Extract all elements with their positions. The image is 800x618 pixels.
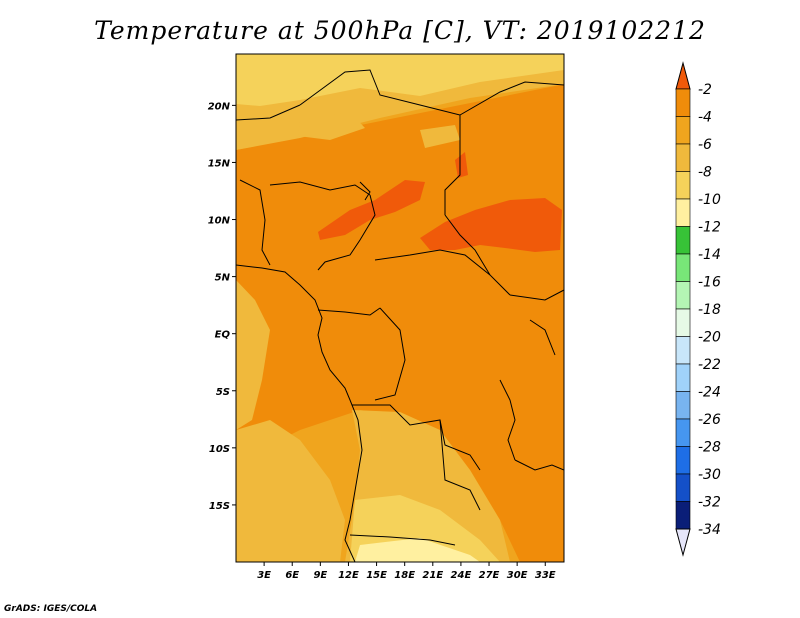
- colorbar-swatch: [675, 501, 691, 530]
- colorbar-label: -16: [698, 275, 721, 291]
- colorbar-label: -10: [698, 192, 721, 208]
- field-hot-patch: [455, 152, 468, 178]
- colorbar-top-arrow: [675, 61, 691, 90]
- border-niger-algeria: [236, 104, 301, 121]
- colorbar-label: -6: [698, 137, 712, 153]
- colorbar-label: -30: [698, 467, 721, 483]
- lon-tick-label: 15E: [366, 570, 387, 581]
- colorbar-label: -32: [698, 495, 721, 511]
- colorbar-label: -4: [698, 110, 712, 126]
- colorbar-swatch: [675, 143, 691, 172]
- colorbar-label: -34: [698, 522, 721, 538]
- border-south-sudan: [509, 289, 564, 301]
- lon-tick-label: 24E: [451, 570, 472, 581]
- border-lake-tanganyika: [499, 379, 516, 461]
- field-hot-sahel-west: [318, 180, 425, 240]
- lat-tick-label: 20N: [208, 101, 231, 112]
- colorbar-swatch: [675, 88, 691, 117]
- border-west-africa: [239, 179, 271, 266]
- colorbar-swatch: [675, 226, 691, 255]
- lat-tick-label: 10S: [209, 444, 230, 455]
- colorbar-label: -28: [698, 440, 721, 456]
- field-cool-patch-1: [298, 112, 365, 140]
- colorbar-swatch: [675, 281, 691, 310]
- lon-tick-label: 9E: [313, 570, 327, 581]
- latitude-ticks: 20N 15N 10N 5N EQ 5S 10S 15S: [208, 101, 236, 512]
- colorbar-swatch: [675, 308, 691, 337]
- colorbar-label: -22: [698, 357, 721, 373]
- lon-tick-label: 27E: [479, 570, 500, 581]
- field-cool-patch-2: [420, 125, 460, 148]
- country-borders: [236, 69, 564, 562]
- border-chad-libya: [459, 81, 564, 116]
- longitude-ticks: 3E 6E 9E 12E 15E 18E 21E 24E 27E 30E 33E: [257, 562, 556, 581]
- lat-tick-label: 10N: [208, 216, 231, 227]
- colorbar: -2 -4 -6 -8 -10 -12 -14 -16 -18 -20 -22 -24 -26 -28 -3…: [675, 61, 721, 557]
- border-uganda-kenya: [529, 319, 556, 356]
- lat-tick-label: 5N: [215, 273, 231, 284]
- lat-tick-label: 15N: [208, 158, 231, 169]
- colorbar-label: -14: [698, 247, 721, 263]
- temperature-field: [236, 54, 564, 562]
- colorbar-label: -26: [698, 412, 721, 428]
- border-tanzania-mozambique: [514, 459, 564, 471]
- field-light-north: [236, 54, 564, 106]
- field-cool-west: [236, 280, 270, 430]
- colorbar-swatch: [675, 116, 691, 145]
- colorbar-swatch: [675, 198, 691, 227]
- colorbar-swatch: [675, 473, 691, 502]
- colorbar-label: -20: [698, 330, 721, 346]
- field-lightest-south: [355, 538, 480, 562]
- colorbar-swatch: [675, 253, 691, 282]
- border-cameroon-gabon: [317, 307, 381, 316]
- map-frame: [235, 53, 565, 563]
- colorbar-swatch: [675, 391, 691, 420]
- border-coastline-west: [236, 264, 363, 562]
- colorbar-label: -24: [698, 385, 721, 401]
- lon-tick-label: 30E: [507, 570, 528, 581]
- lon-tick-label: 3E: [257, 570, 271, 581]
- field-cool-sw: [236, 420, 345, 562]
- border-nigeria-niger: [269, 181, 371, 196]
- border-congo-drc: [374, 307, 406, 401]
- lon-tick-label: 18E: [394, 570, 415, 581]
- lon-tick-label: 12E: [338, 570, 359, 581]
- colorbar-swatch: [675, 336, 691, 365]
- grads-credit: GrADS: IGES/COLA: [4, 604, 98, 614]
- border-angola-zambia: [439, 419, 481, 511]
- colorbar-bottom-arrow: [675, 528, 691, 557]
- border-car-south: [374, 249, 491, 276]
- colorbar-label: -8: [698, 165, 712, 181]
- colorbar-swatch: [675, 171, 691, 200]
- lat-tick-label: 5S: [216, 387, 230, 398]
- lon-tick-label: 21E: [422, 570, 443, 581]
- border-namibia-angola: [349, 534, 456, 546]
- map-title: Temperature at 500hPa [C], VT: 201910221…: [94, 16, 706, 45]
- colorbar-swatch: [675, 446, 691, 475]
- lon-tick-label: 33E: [535, 570, 556, 581]
- lon-tick-label: 6E: [285, 570, 299, 581]
- colorbar-label: -12: [698, 220, 721, 236]
- border-lake-chad: [359, 181, 371, 201]
- border-chad-sudan: [444, 214, 511, 296]
- lat-tick-label: EQ: [215, 330, 231, 341]
- colorbar-label: -2: [698, 82, 712, 98]
- field-hot-sahel-east: [420, 198, 562, 252]
- field-warm-band-center: [236, 85, 564, 562]
- border-nigeria-cameroon: [317, 194, 376, 271]
- lat-tick-label: 15S: [209, 501, 230, 512]
- colorbar-swatch: [675, 363, 691, 392]
- colorbar-label: -18: [698, 302, 721, 318]
- colorbar-swatch: [675, 418, 691, 447]
- border-sahara-north: [299, 69, 461, 215]
